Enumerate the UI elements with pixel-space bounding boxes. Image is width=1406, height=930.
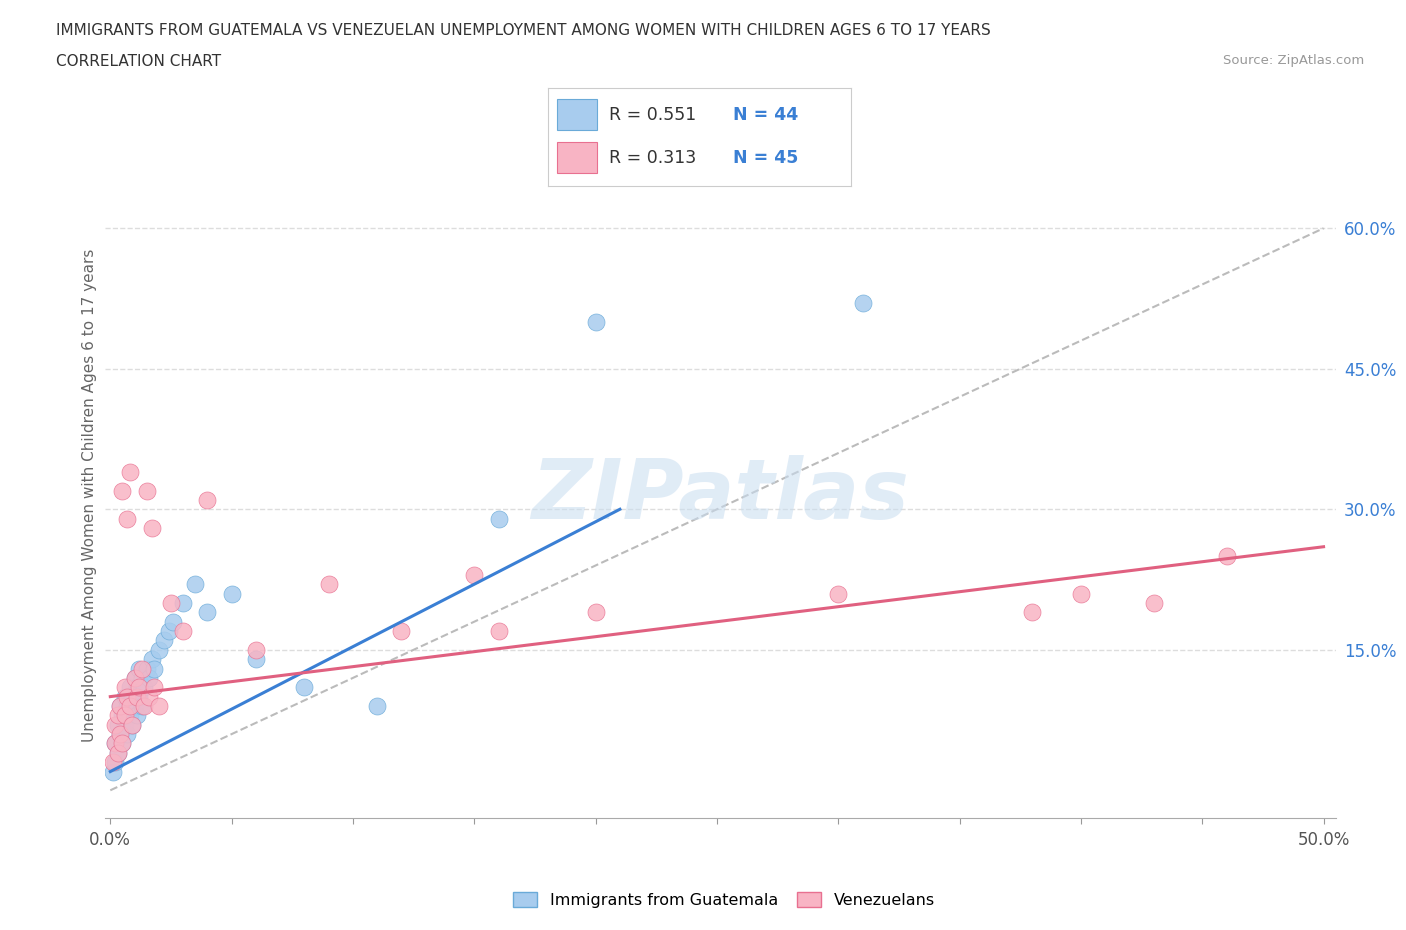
- Point: [160, 595, 183, 610]
- Point: [114, 680, 136, 695]
- Y-axis label: Unemployment Among Women with Children Ages 6 to 17 years: Unemployment Among Women with Children A…: [82, 248, 97, 742]
- Text: IMMIGRANTS FROM GUATEMALA VS VENEZUELAN UNEMPLOYMENT AMONG WOMEN WITH CHILDREN A: IMMIGRANTS FROM GUATEMALA VS VENEZUELAN …: [56, 23, 991, 38]
- Point: [108, 726, 131, 741]
- Point: [463, 567, 485, 582]
- Point: [391, 624, 413, 639]
- Point: [107, 745, 129, 760]
- Text: ZIPatlas: ZIPatlas: [531, 455, 910, 536]
- Point: [195, 604, 218, 619]
- Point: [124, 671, 146, 685]
- Point: [111, 483, 134, 498]
- Bar: [557, 142, 596, 173]
- Point: [124, 698, 146, 713]
- Point: [104, 736, 127, 751]
- Point: [128, 689, 150, 704]
- Point: [1215, 549, 1237, 564]
- Point: [585, 314, 607, 329]
- Point: [245, 643, 267, 658]
- Point: [134, 680, 156, 695]
- Point: [135, 661, 157, 676]
- Point: [118, 680, 141, 695]
- Point: [117, 726, 139, 741]
- Point: [128, 680, 150, 695]
- Point: [294, 680, 316, 695]
- Point: [488, 624, 510, 639]
- Point: [1021, 604, 1043, 619]
- Point: [131, 698, 153, 713]
- Point: [114, 689, 136, 704]
- Point: [108, 698, 131, 713]
- Point: [195, 493, 218, 508]
- Point: [366, 698, 388, 713]
- Text: Source: ZipAtlas.com: Source: ZipAtlas.com: [1223, 54, 1364, 67]
- Point: [125, 708, 148, 723]
- Point: [488, 512, 510, 526]
- Point: [245, 652, 267, 667]
- Point: [104, 755, 127, 770]
- Point: [143, 661, 166, 676]
- Point: [107, 745, 129, 760]
- Point: [121, 717, 143, 732]
- Point: [184, 577, 207, 591]
- Text: R = 0.313: R = 0.313: [609, 149, 696, 166]
- Point: [111, 736, 134, 751]
- Point: [128, 661, 150, 676]
- Point: [138, 671, 160, 685]
- Point: [138, 689, 160, 704]
- Point: [131, 671, 153, 685]
- Point: [118, 464, 141, 479]
- Bar: [557, 100, 596, 130]
- Point: [101, 755, 124, 770]
- Point: [107, 708, 129, 723]
- Point: [114, 708, 136, 723]
- Point: [117, 689, 139, 704]
- Point: [118, 698, 141, 713]
- Point: [117, 512, 139, 526]
- Point: [1143, 595, 1166, 610]
- Point: [121, 717, 143, 732]
- Point: [141, 652, 163, 667]
- Point: [124, 671, 146, 685]
- Point: [141, 521, 163, 536]
- Point: [827, 586, 849, 601]
- Point: [108, 698, 131, 713]
- Point: [143, 680, 166, 695]
- Point: [111, 736, 134, 751]
- Point: [585, 604, 607, 619]
- Point: [152, 633, 174, 648]
- Point: [148, 698, 170, 713]
- Text: R = 0.551: R = 0.551: [609, 106, 696, 124]
- Point: [221, 586, 243, 601]
- Point: [134, 698, 156, 713]
- Text: N = 45: N = 45: [733, 149, 799, 166]
- Point: [162, 614, 184, 629]
- Point: [104, 736, 127, 751]
- Point: [125, 680, 148, 695]
- Point: [104, 717, 127, 732]
- Legend: Immigrants from Guatemala, Venezuelans: Immigrants from Guatemala, Venezuelans: [506, 885, 942, 914]
- Point: [118, 708, 141, 723]
- Point: [111, 708, 134, 723]
- Point: [125, 689, 148, 704]
- Point: [114, 717, 136, 732]
- Text: N = 44: N = 44: [733, 106, 799, 124]
- Point: [148, 643, 170, 658]
- Text: CORRELATION CHART: CORRELATION CHART: [56, 54, 221, 69]
- Point: [121, 689, 143, 704]
- Point: [318, 577, 340, 591]
- Point: [108, 726, 131, 741]
- Point: [172, 595, 194, 610]
- Point: [851, 296, 873, 311]
- Point: [107, 717, 129, 732]
- Point: [101, 764, 124, 779]
- Point: [117, 698, 139, 713]
- Point: [157, 624, 180, 639]
- Point: [172, 624, 194, 639]
- Point: [1070, 586, 1092, 601]
- Point: [131, 661, 153, 676]
- Point: [135, 483, 157, 498]
